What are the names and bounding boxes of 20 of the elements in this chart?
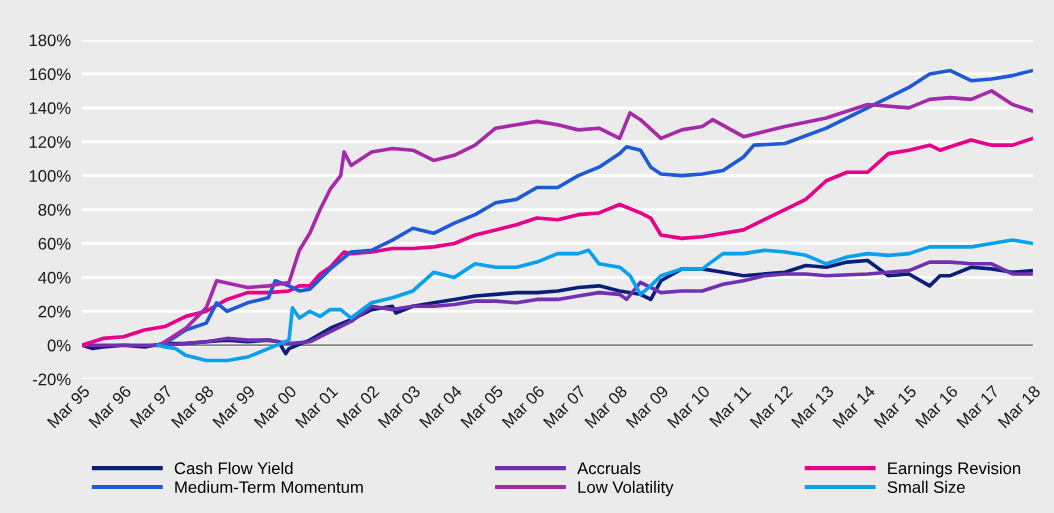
legend-label: Low Volatility [578, 480, 674, 497]
y-tick-label: -20% [32, 373, 71, 386]
y-tick-label: 80% [38, 203, 71, 216]
y-tick-label: 120% [29, 136, 71, 148]
y-tick-label: 60% [38, 237, 71, 250]
legend-label: Accruals [577, 461, 641, 475]
legend-label: Medium-Term Momentum [175, 480, 363, 494]
y-tick-label: 40% [38, 271, 71, 284]
x-tick-label: Mar 18 [997, 384, 1042, 429]
y-tick-label: 20% [38, 305, 71, 318]
y-tick-label: 140% [29, 102, 71, 115]
line-series [156, 238, 1033, 363]
y-tick-label: 0% [47, 339, 71, 352]
y-tick-label: 100% [29, 170, 71, 182]
legend-label: Small Size [887, 480, 965, 494]
legend-label: Cash Flow Yield [174, 461, 293, 475]
y-tick-label: 180% [29, 34, 71, 47]
line-series [82, 136, 1033, 348]
y-tick-label: 160% [29, 68, 71, 81]
legend-label: Earnings Revision [888, 461, 1021, 478]
